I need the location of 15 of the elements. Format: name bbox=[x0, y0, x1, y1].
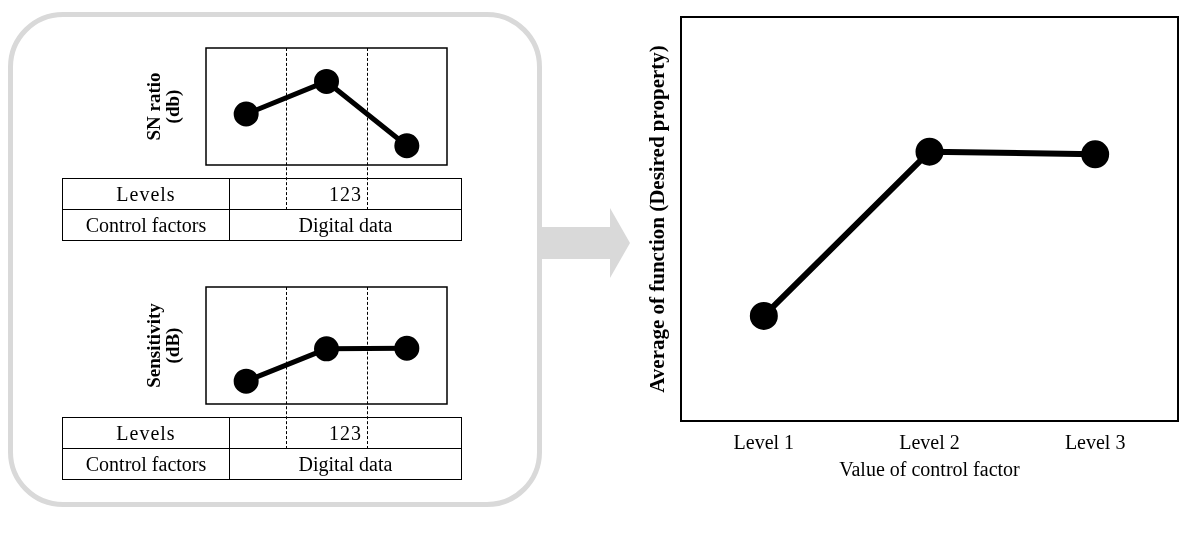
y-axis-title: Average of function (Desired property) bbox=[644, 45, 669, 393]
text: 123 bbox=[229, 178, 462, 210]
y-axis-title: SN ratio (db) bbox=[143, 72, 185, 141]
x-tick-label: Level 1 bbox=[733, 431, 795, 454]
text: Digital data bbox=[229, 448, 462, 480]
x-tick-label: Level 2 bbox=[899, 431, 960, 454]
text: Levels bbox=[62, 178, 230, 210]
x-axis-title: Value of control factor bbox=[839, 458, 1021, 481]
text: Digital data bbox=[229, 209, 462, 241]
text: Control factors bbox=[62, 448, 230, 480]
text: Control factors bbox=[62, 209, 230, 241]
y-axis-title: Sensitivity (dB) bbox=[143, 302, 185, 388]
x-tick-label: Level 3 bbox=[1064, 431, 1126, 454]
text: 123 bbox=[229, 417, 462, 449]
text: Levels bbox=[62, 417, 230, 449]
